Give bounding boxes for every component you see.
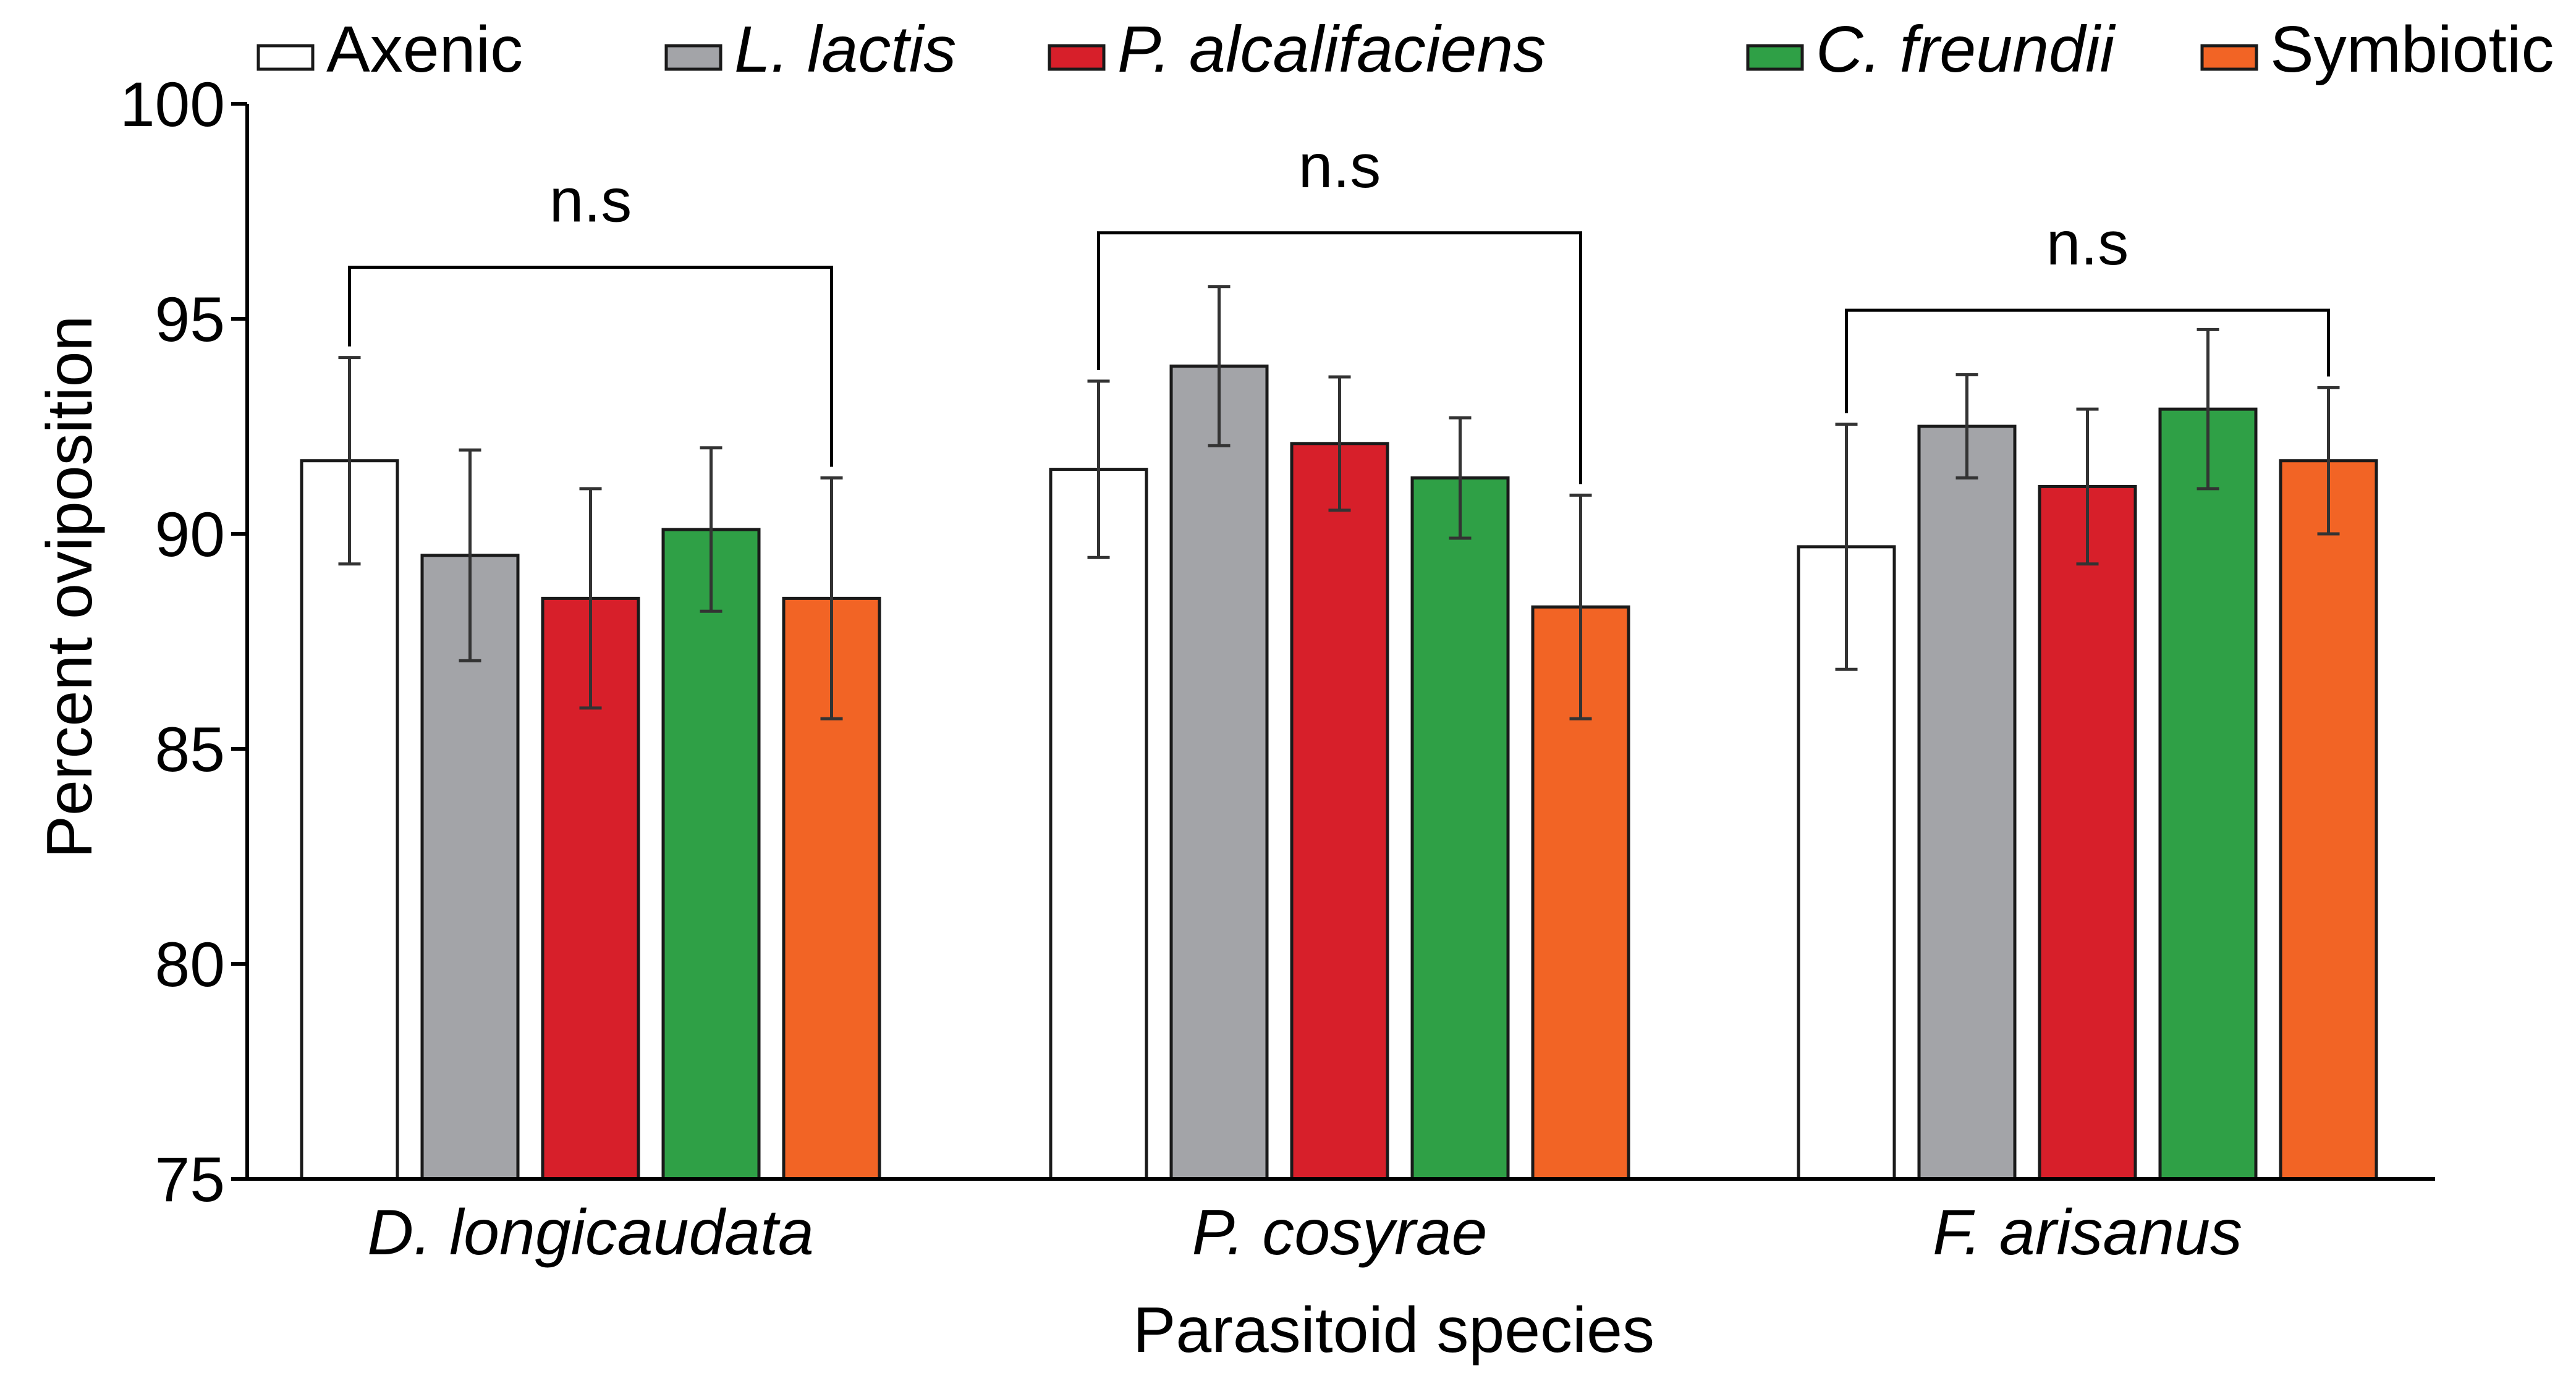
significance-label: n.s	[549, 166, 632, 235]
x-category-label: D. longicaudata	[367, 1197, 814, 1269]
x-category-label: F. arisanus	[1933, 1197, 2242, 1269]
legend-label: L. lactis	[734, 13, 956, 86]
bar-axenic-2	[1049, 468, 1148, 1181]
legend-label: Symbiotic	[2270, 13, 2554, 86]
error-bar-p-alcalifaciens-2	[1328, 375, 1351, 512]
significance-bracket-3: n.s	[1845, 209, 2330, 413]
legend-label: Axenic	[326, 13, 523, 86]
error-bar-l-lactis-1	[459, 448, 481, 662]
error-bar-axenic-1	[338, 356, 361, 566]
y-axis: 75 80 85 90 95 100	[120, 69, 249, 1215]
legend-swatch	[664, 44, 722, 71]
significance-bracket-1: n.s	[348, 166, 833, 467]
legend-label: P. alcalifaciens	[1117, 13, 1546, 86]
bar-c-freundii-3	[2158, 407, 2258, 1181]
legend-item-l-lactis: L. lactis	[664, 13, 956, 86]
error-bar-axenic-2	[1087, 379, 1110, 559]
error-bar-l-lactis-3	[1955, 373, 1978, 480]
error-bar-c-freundii-3	[2197, 327, 2219, 491]
error-bar-symbiotic-2	[1569, 493, 1592, 720]
bracket-line	[1845, 308, 2330, 413]
error-bar-c-freundii-2	[1449, 416, 1472, 540]
error-bar-axenic-3	[1835, 423, 1858, 671]
legend-label: C. freundii	[1816, 13, 2116, 86]
y-tick-label: 85	[155, 714, 225, 785]
legend-swatch	[2200, 44, 2258, 71]
legend-item-p-alcalifaciens: P. alcalifaciens	[1048, 13, 1546, 86]
legend-swatch	[1048, 44, 1106, 71]
y-tick-label: 75	[155, 1144, 225, 1215]
y-axis-title: Percent oviposition	[34, 316, 106, 859]
error-bar-p-alcalifaciens-3	[2076, 407, 2099, 566]
bar-l-lactis-3	[1917, 424, 2017, 1181]
legend-item-symbiotic: Symbiotic	[2200, 13, 2554, 86]
bar-l-lactis-2	[1169, 365, 1269, 1181]
bar-axenic-1	[300, 459, 399, 1181]
bar-p-alcalifaciens-3	[2038, 484, 2137, 1181]
bars	[300, 365, 2378, 1181]
error-bar-symbiotic-3	[2317, 386, 2340, 536]
significance-label: n.s	[2046, 209, 2129, 278]
error-bars	[338, 285, 2340, 720]
significance-label: n.s	[1299, 132, 1381, 201]
legend-item-axenic: Axenic	[256, 13, 523, 86]
error-bar-p-alcalifaciens-1	[579, 487, 602, 710]
bar-c-freundii-1	[661, 528, 761, 1181]
legend-item-c-freundii: C. freundii	[1746, 13, 2116, 86]
significance-bracket-2: n.s	[1097, 132, 1582, 484]
error-bar-symbiotic-1	[820, 476, 843, 720]
error-bar-c-freundii-1	[700, 446, 722, 613]
legend-swatch	[256, 44, 315, 71]
y-tick-label: 100	[120, 69, 225, 140]
bar-p-alcalifaciens-2	[1290, 442, 1389, 1181]
x-axis-title: Parasitoid species	[1133, 1294, 1654, 1366]
legend: Axenic L. lactis P. alcalifaciens C. freund…	[256, 13, 2554, 86]
bar-c-freundii-2	[1410, 476, 1510, 1181]
bracket-line	[1097, 231, 1582, 484]
legend-swatch	[1746, 44, 1804, 71]
y-tick-label: 80	[155, 929, 225, 1000]
x-axis: D. longicaudata P. cosyrae F. arisanus	[247, 1177, 2435, 1269]
y-tick-label: 95	[155, 284, 225, 355]
significance-annotations: n.s n.s n.s	[348, 132, 2330, 484]
bar-symbiotic-3	[2279, 459, 2378, 1181]
error-bar-l-lactis-2	[1208, 285, 1231, 447]
x-category-label: P. cosyrae	[1192, 1197, 1488, 1269]
bracket-line	[348, 265, 833, 467]
y-tick-label: 90	[155, 499, 225, 570]
